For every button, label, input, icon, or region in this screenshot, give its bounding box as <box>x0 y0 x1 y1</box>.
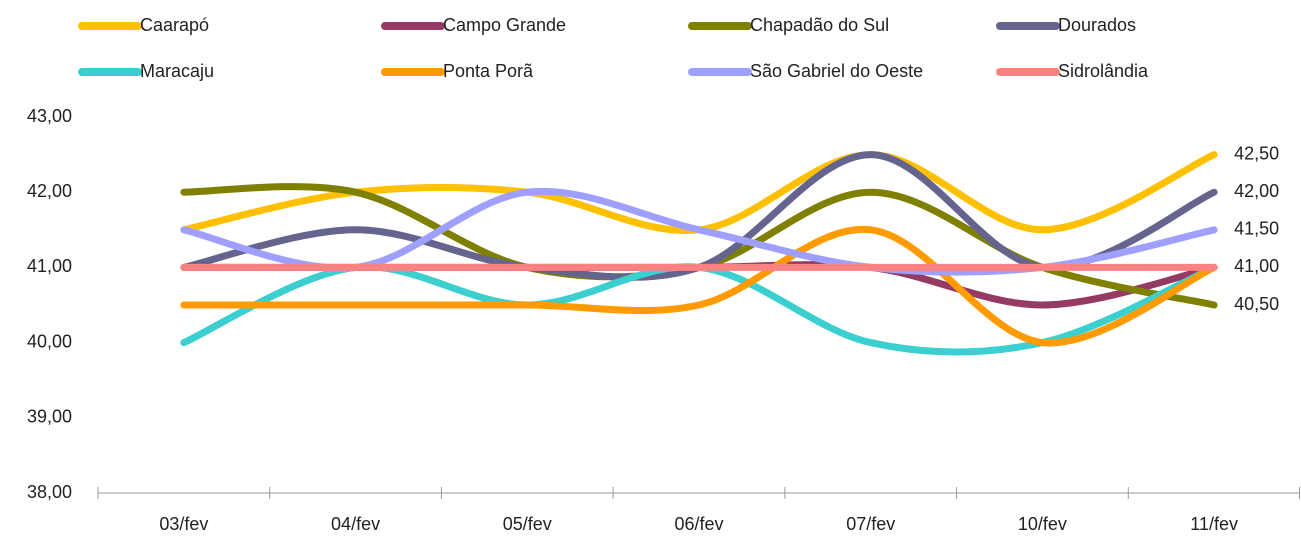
data-label: 42,00 <box>1234 181 1279 201</box>
legend-label: Campo Grande <box>443 15 566 35</box>
data-label: 41,00 <box>1234 256 1279 276</box>
legend-label: São Gabriel do Oeste <box>750 61 923 81</box>
series-line <box>180 151 1218 281</box>
legend-label: Maracaju <box>140 61 214 81</box>
legend-label: Dourados <box>1058 15 1136 35</box>
x-tick-label: 03/fev <box>159 514 208 534</box>
legend-label: Caarapó <box>140 15 209 35</box>
y-tick-label: 39,00 <box>27 407 72 427</box>
series-line <box>180 183 1218 309</box>
y-tick-label: 38,00 <box>27 482 72 502</box>
x-tick-label: 07/fev <box>846 514 895 534</box>
series-line <box>180 226 1218 347</box>
x-tick-label: 10/fev <box>1018 514 1067 534</box>
y-tick-label: 41,00 <box>27 256 72 276</box>
x-tick-label: 11/fev <box>1190 514 1238 534</box>
data-label: 42,50 <box>1234 143 1279 163</box>
legend-label: Ponta Porã <box>443 61 534 81</box>
y-tick-label: 40,00 <box>27 331 72 351</box>
data-label: 40,50 <box>1234 294 1279 314</box>
y-tick-label: 42,00 <box>27 181 72 201</box>
data-label: 41,50 <box>1234 219 1279 239</box>
x-tick-label: 05/fev <box>503 514 552 534</box>
legend-label: Sidrolândia <box>1058 61 1149 81</box>
legend-label: Chapadão do Sul <box>750 15 889 35</box>
y-tick-label: 43,00 <box>27 106 72 126</box>
x-tick-label: 06/fev <box>674 514 723 534</box>
x-tick-label: 04/fev <box>331 514 380 534</box>
